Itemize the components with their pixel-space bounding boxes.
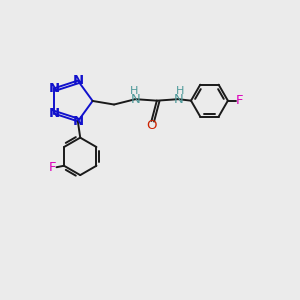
Text: F: F [49,161,56,174]
Text: N: N [48,107,59,120]
Text: N: N [48,82,59,95]
Text: F: F [236,94,243,107]
Text: N: N [72,74,83,87]
Text: N: N [130,93,140,106]
Text: H: H [176,86,184,96]
Text: H: H [130,86,138,96]
Text: N: N [72,115,83,128]
Text: N: N [173,93,183,106]
Text: O: O [146,119,156,132]
